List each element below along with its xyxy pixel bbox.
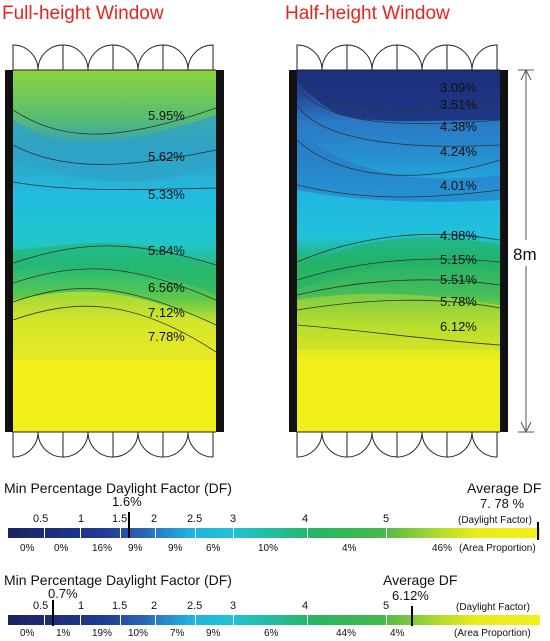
scale1-tick-6: 3 xyxy=(230,513,237,525)
scale2-prop-2: 1% xyxy=(56,628,71,639)
scale2-prop-1: 0% xyxy=(20,628,35,639)
scale2-tick-2: 1 xyxy=(78,600,85,612)
scale1-avg-value: 7. 78 % xyxy=(480,496,525,511)
scale2-prop-7: 6% xyxy=(264,628,279,639)
half-label-2: 3.51% xyxy=(440,97,477,112)
scale2-tick-1: 0.5 xyxy=(33,600,49,612)
full-label-3: 5.33% xyxy=(148,187,185,202)
scale1-prop-4: 9% xyxy=(128,543,143,554)
scale1-prop-1: 0% xyxy=(20,543,35,554)
half-label-5: 4.01% xyxy=(440,178,477,193)
half-label-9: 5.78% xyxy=(440,294,477,309)
scale1-avg-heading: Average DF xyxy=(467,480,542,496)
scale2-prop-6: 9% xyxy=(206,628,221,639)
full-label-6: 7.12% xyxy=(148,305,185,320)
scale2-tick-8: 5 xyxy=(383,600,390,612)
top-window-swings xyxy=(12,44,214,71)
full-label-5: 6.56% xyxy=(148,280,185,295)
scale1-prop-8: 4% xyxy=(342,543,357,554)
scale2-avg-marker xyxy=(411,606,413,626)
bottom-window-swings xyxy=(296,431,498,458)
floor-plan-diagram: 5.95% 5.62% 5.33% 5.84% 6.56% 7.12% 7.78… xyxy=(5,44,537,458)
scale2-heading: Min Percentage Daylight Factor (DF) xyxy=(4,572,232,588)
half-height-title: Half-height Window xyxy=(285,3,450,24)
scale2-tick-3: 1.5 xyxy=(112,600,128,612)
scale1-prop-6: 6% xyxy=(206,543,221,554)
scale1-min-value: 1.6% xyxy=(112,494,142,509)
scale1-min-marker xyxy=(128,512,130,538)
full-label-4: 5.84% xyxy=(148,243,185,258)
scale1-tick-8: 5 xyxy=(383,513,390,525)
half-label-10: 6.12% xyxy=(440,319,477,334)
half-label-7: 5.15% xyxy=(440,252,477,267)
scale2-avg-heading: Average DF xyxy=(383,572,458,588)
full-height-title: Full-height Window xyxy=(2,3,164,24)
scale2-tick-6: 3 xyxy=(230,600,237,612)
scale1-prop-3: 16% xyxy=(92,543,113,554)
scale1-prop-2: 0% xyxy=(54,543,69,554)
scale1-tick-3: 1.5 xyxy=(112,513,128,525)
scale1-df-unit: (Daylight Factor) xyxy=(458,515,532,526)
half-label-4: 4.24% xyxy=(440,144,477,159)
wall-right xyxy=(500,70,508,432)
scale1-area-unit: (Area Proportion) xyxy=(459,543,536,554)
scale1-color-bar xyxy=(8,528,540,538)
wall-right xyxy=(216,70,224,432)
scale1-avg-marker xyxy=(537,522,539,540)
scale2-min-marker xyxy=(52,600,54,626)
half-height-plan: 3.09% 3.51% 4.38% 4.24% 4.01% 4.88% 5.15… xyxy=(289,44,508,458)
scale2-tick-7: 4 xyxy=(302,600,309,612)
scale2-prop-3: 19% xyxy=(92,628,113,639)
scale1-prop-9: 46% xyxy=(432,543,453,554)
scale1-tick-2: 1 xyxy=(78,513,85,525)
scale2-area-unit: (Area Proportion) xyxy=(454,628,531,639)
scale1-heading: Min Percentage Daylight Factor (DF) xyxy=(4,480,232,496)
scale2-avg-value: 6.12% xyxy=(392,588,429,603)
half-label-8: 5.51% xyxy=(440,272,477,287)
half-label-6: 4.88% xyxy=(440,228,477,243)
wall-left xyxy=(5,70,13,432)
top-window-swings xyxy=(296,44,498,71)
full-label-2: 5.62% xyxy=(148,149,185,164)
wall-left xyxy=(289,70,297,432)
scale1-tick-5: 2.5 xyxy=(187,513,203,525)
scale2-prop-9: 4% xyxy=(390,628,405,639)
scale2-tick-4: 2 xyxy=(151,600,158,612)
scale1-prop-5: 9% xyxy=(168,543,183,554)
half-label-3: 4.38% xyxy=(440,119,477,134)
scale2-df-unit: (Daylight Factor) xyxy=(456,602,530,613)
scale2-prop-4: 10% xyxy=(128,628,149,639)
scale1-prop-7: 10% xyxy=(258,543,279,554)
scale1-tick-7: 4 xyxy=(302,513,309,525)
dimension-label: 8m xyxy=(513,245,537,264)
half-label-1: 3.09% xyxy=(440,80,477,95)
full-label-7: 7.78% xyxy=(148,329,185,344)
scale2-tick-5: 2.5 xyxy=(187,600,203,612)
scale2-prop-8: 44% xyxy=(336,628,357,639)
scale1-tick-4: 2 xyxy=(151,513,158,525)
scale1-tick-1: 0.5 xyxy=(33,513,49,525)
full-height-plan: 5.95% 5.62% 5.33% 5.84% 6.56% 7.12% 7.78… xyxy=(5,44,224,458)
full-label-1: 5.95% xyxy=(148,108,185,123)
scale2-prop-5: 7% xyxy=(170,628,185,639)
scale2-color-bar xyxy=(8,615,540,625)
scale2-min-value: 0.7% xyxy=(48,586,78,601)
bottom-window-swings xyxy=(12,431,214,458)
